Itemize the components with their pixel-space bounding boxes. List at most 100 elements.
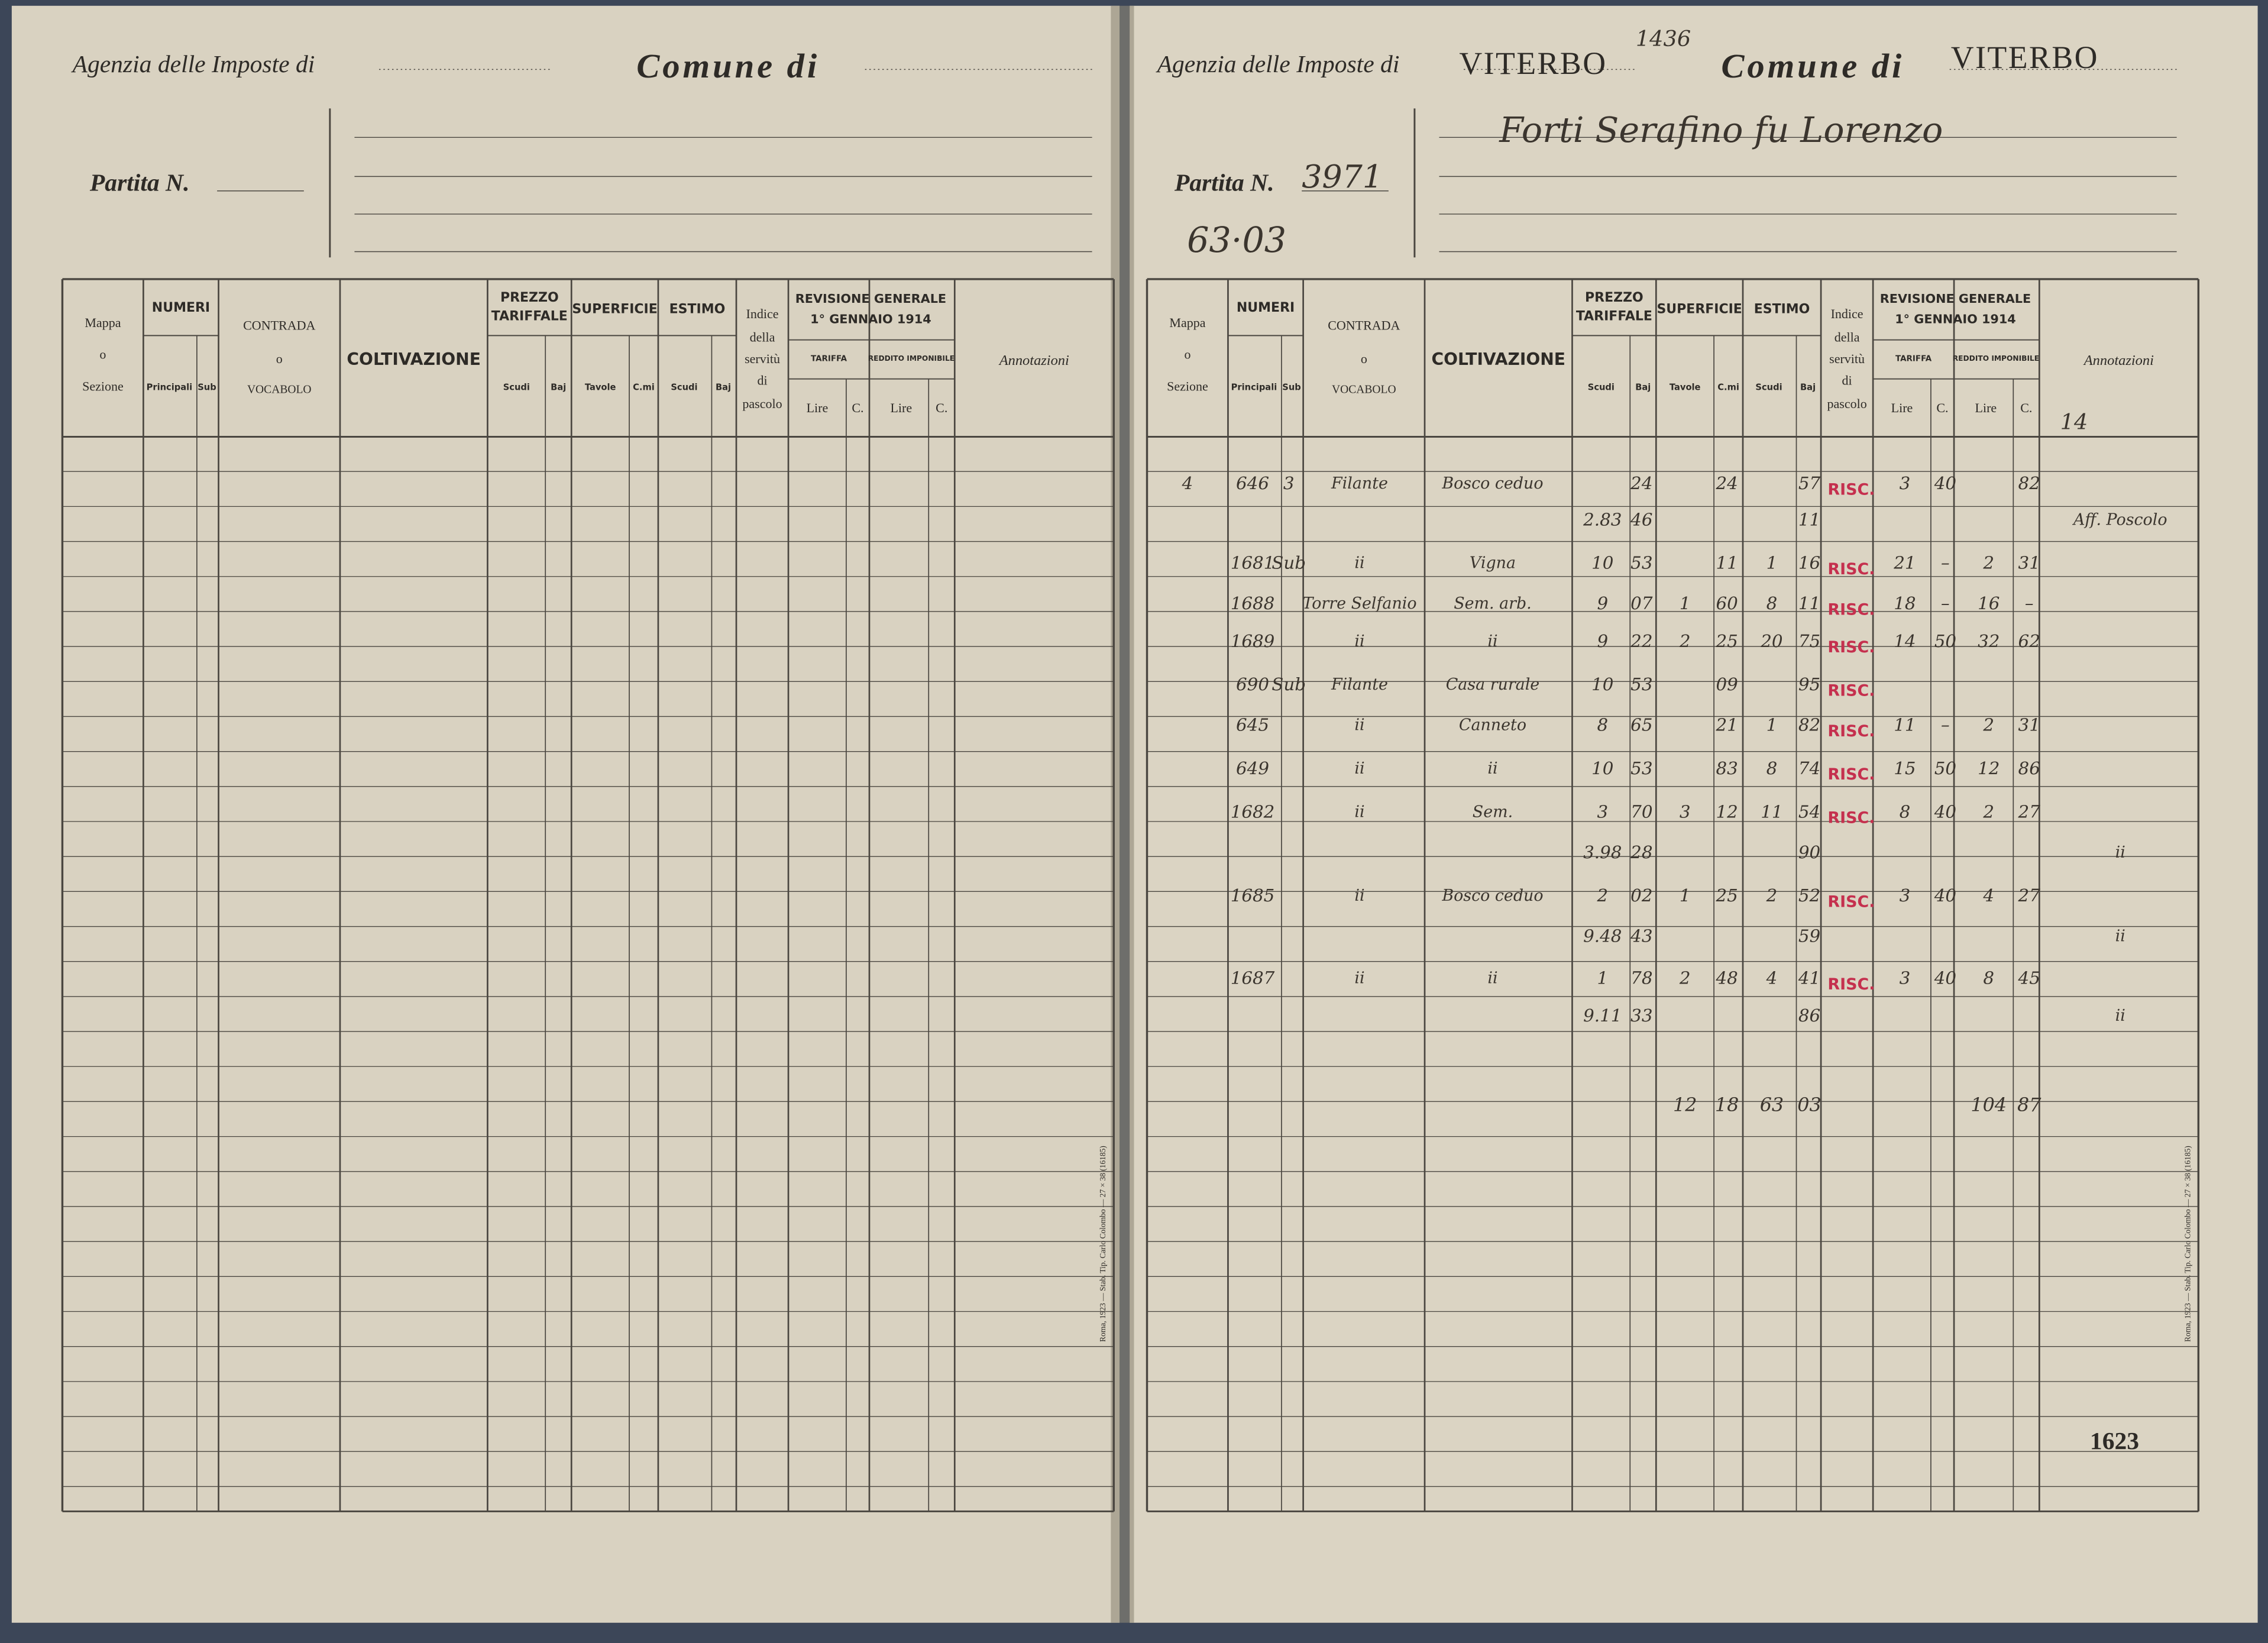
handwritten-entry: Vigna: [1470, 554, 1516, 573]
handwritten-entry: 4: [1982, 885, 1994, 905]
handwritten-entry: 28: [1630, 842, 1652, 862]
handwritten-entry: 2: [1596, 885, 1608, 905]
label: Scudi: [503, 382, 530, 392]
handwritten-entry: 9.48: [1583, 926, 1622, 946]
label: 14: [2060, 409, 2088, 435]
handwritten-entry: 33: [1630, 1005, 1652, 1026]
label: Partita N.: [1174, 169, 1274, 196]
handwritten-entry: 52: [1798, 885, 1820, 905]
label: 3971: [1302, 158, 1383, 195]
handwritten-entry: 11: [1761, 801, 1782, 821]
handwritten-entry: 75: [1798, 631, 1820, 651]
handwritten-entry: 82: [2018, 473, 2040, 493]
handwritten-entry: Torre Selfanio: [1302, 594, 1416, 613]
label: Principali: [1231, 382, 1277, 392]
handwritten-entry: 86: [1798, 1005, 1820, 1026]
handwritten-entry: 646: [1236, 473, 1269, 493]
handwritten-entry: 90: [1798, 842, 1820, 862]
handwritten-entry: Sub: [1271, 553, 1306, 573]
handwritten-entry: 86: [2018, 758, 2040, 778]
handwritten-entry: ii: [1354, 716, 1364, 735]
total: 87: [2017, 1094, 2041, 1116]
handwritten-entry: 1681: [1231, 553, 1275, 573]
handwritten-entry: 31: [2018, 715, 2040, 735]
handwritten-entry: 3: [1900, 473, 1911, 493]
handwritten-entry: 24: [1715, 473, 1738, 493]
handwritten-entry: 10: [1591, 758, 1613, 778]
label: Lire: [807, 400, 829, 415]
label: C.: [852, 400, 863, 415]
handwritten-entry: 1: [1766, 553, 1778, 573]
label: della: [1835, 329, 1860, 344]
label: COLTIVAZIONE: [1432, 350, 1565, 369]
label: CONTRADA: [1328, 318, 1400, 333]
handwritten-entry: 11: [1716, 553, 1738, 573]
left-page: [11, 5, 1120, 1623]
handwritten-entry: 690: [1236, 674, 1269, 694]
handwritten-entry: 4: [1182, 473, 1193, 493]
label: REVISIONE GENERALE: [1880, 292, 2031, 306]
handwritten-entry: 1688: [1231, 593, 1275, 613]
label: Baj: [1635, 382, 1651, 392]
handwritten-entry: 15: [1894, 758, 1916, 778]
label: C.mi: [1717, 382, 1739, 392]
label: Sub: [198, 382, 216, 392]
label: C.mi: [633, 382, 655, 392]
handwritten-entry: Canneto: [1459, 716, 1526, 735]
handwritten-entry: 53: [1630, 553, 1652, 573]
handwritten-entry: 41: [1798, 968, 1820, 988]
label: Agenzia delle Imposte di: [71, 50, 315, 77]
label: Indice: [746, 306, 779, 321]
label: Comune di: [1721, 47, 1904, 85]
handwritten-entry: Sem. arb.: [1454, 594, 1532, 613]
handwritten-entry: 50: [1934, 758, 1956, 778]
label: Sezione: [82, 379, 124, 393]
stamp: RISC.: [1827, 892, 1875, 911]
handwritten-entry: 8: [1597, 715, 1608, 735]
handwritten-entry: 02: [1630, 885, 1652, 905]
handwritten-entry: 40: [1934, 801, 1956, 821]
handwritten-entry: Sub: [1271, 674, 1306, 694]
handwritten-entry: 1: [1680, 593, 1691, 613]
handwritten-entry: 1: [1766, 715, 1778, 735]
handwritten-entry: Filante: [1331, 474, 1388, 493]
handwritten-entry: –: [2025, 593, 2034, 613]
handwritten-entry: 60: [1716, 593, 1738, 613]
stamp: RISC.: [1827, 600, 1875, 619]
label: 1436: [1636, 26, 1691, 51]
handwritten-entry: 65: [1630, 715, 1652, 735]
label: della: [750, 329, 775, 344]
label: servitù: [745, 351, 780, 366]
label: di: [1842, 373, 1852, 388]
label: Baj: [1800, 382, 1816, 392]
handwritten-entry: 1689: [1231, 631, 1275, 651]
stamp: RISC.: [1827, 722, 1875, 740]
handwritten-entry: 16: [1798, 553, 1820, 573]
handwritten-entry: 57: [1798, 473, 1821, 493]
handwritten-entry: 78: [1630, 968, 1652, 988]
handwritten-entry: 40: [1934, 885, 1956, 905]
handwritten-entry: 8: [1900, 801, 1911, 821]
handwritten-entry: 11: [1894, 715, 1916, 735]
handwritten-entry: 2: [1679, 968, 1691, 988]
label: SUPERFICIE: [572, 302, 657, 316]
stamp: RISC.: [1827, 560, 1875, 578]
label: Scudi: [1588, 382, 1615, 392]
handwritten-entry: 62: [2018, 631, 2040, 651]
handwritten-entry: Filante: [1331, 675, 1388, 694]
handwritten-entry: 53: [1630, 758, 1652, 778]
handwritten-entry: ii: [1354, 759, 1364, 778]
handwritten-entry: 2: [1766, 885, 1778, 905]
label: Indice: [1831, 306, 1863, 321]
handwritten-entry: 12: [1716, 801, 1738, 821]
label: Forti Serafino fu Lorenzo: [1499, 110, 1943, 150]
handwritten-entry: ii: [1354, 969, 1364, 988]
handwritten-entry: 9: [1597, 631, 1608, 651]
handwritten-entry: 10: [1591, 674, 1613, 694]
stamp: RISC.: [1827, 975, 1875, 994]
label: VITERBO: [1951, 40, 2099, 75]
handwritten-entry: 4: [1766, 968, 1778, 988]
label: SUPERFICIE: [1656, 302, 1742, 316]
total: 18: [1715, 1094, 1739, 1116]
handwritten-entry: 3: [1900, 885, 1911, 905]
